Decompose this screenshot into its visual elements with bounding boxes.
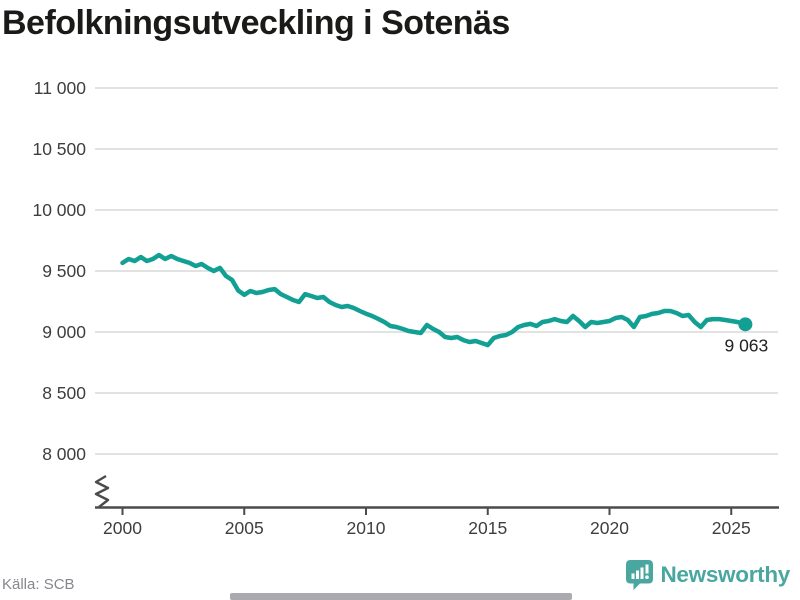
chart-title: Befolkningsutveckling i Sotenäs bbox=[2, 4, 510, 42]
y-tick-label: 10 500 bbox=[32, 139, 86, 159]
y-tick-label: 8 500 bbox=[42, 383, 86, 403]
y-tick-label: 9 500 bbox=[42, 261, 86, 281]
end-point-label: 9 063 bbox=[724, 335, 768, 355]
y-axis-break-icon bbox=[94, 474, 110, 508]
y-tick-label: 8 000 bbox=[42, 444, 86, 464]
x-tick-label: 2010 bbox=[347, 518, 386, 538]
population-line bbox=[120, 252, 748, 348]
source-label: Källa: SCB bbox=[2, 576, 75, 593]
y-tick-label: 11 000 bbox=[34, 78, 86, 98]
x-tick-label: 2020 bbox=[590, 518, 629, 538]
x-tick-label: 2025 bbox=[712, 518, 751, 538]
y-tick-label: 9 000 bbox=[42, 322, 86, 342]
horizontal-scrollbar-thumb[interactable] bbox=[230, 593, 572, 600]
x-tick-label: 2000 bbox=[103, 518, 142, 538]
newsworthy-bubble-barchart-icon bbox=[626, 560, 654, 590]
newsworthy-logo[interactable]: Newsworthy bbox=[626, 560, 790, 590]
x-tick-label: 2015 bbox=[468, 518, 507, 538]
end-point-dot bbox=[738, 317, 753, 332]
x-tick-label: 2005 bbox=[225, 518, 264, 538]
y-tick-label: 10 000 bbox=[32, 200, 86, 220]
population-chart: 11 000 10 500 10 000 9 500 9 000 8 500 8 000 20… bbox=[32, 78, 779, 538]
newsworthy-wordmark: Newsworthy bbox=[660, 562, 790, 587]
